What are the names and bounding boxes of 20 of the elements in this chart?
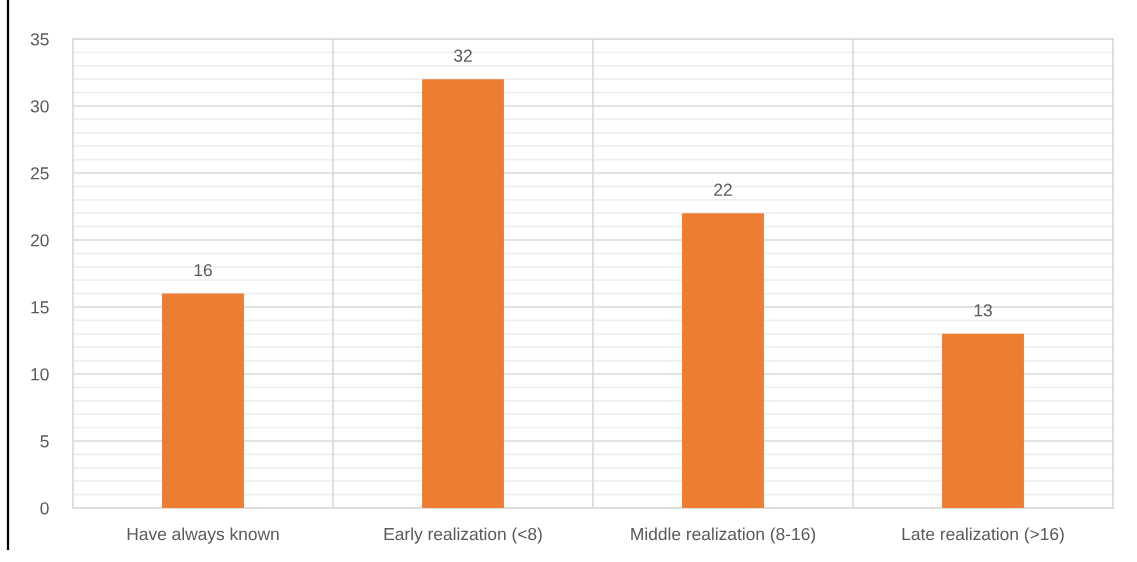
data-label: 16	[194, 263, 212, 277]
y-tick-label: 5	[40, 435, 49, 448]
data-label: 32	[454, 49, 472, 62]
bar	[422, 79, 504, 508]
y-tick-label: 30	[30, 100, 49, 113]
y-tick-label: 25	[30, 167, 49, 180]
y-tick-label: 10	[31, 368, 49, 381]
y-tick-label: 20	[30, 234, 49, 247]
x-tick-label: Middle realization (8-16)	[631, 527, 816, 544]
bar	[162, 293, 244, 508]
bar	[682, 213, 764, 508]
y-tick-label: 35	[30, 33, 49, 46]
y-tick-label: 0	[40, 502, 49, 515]
bar	[942, 333, 1024, 508]
data-label: 13	[974, 304, 992, 317]
x-tick-label: Early realization (<8)	[384, 527, 542, 544]
data-label: 22	[714, 183, 732, 196]
x-tick-label: Have always known	[127, 527, 279, 544]
x-tick-label: Late realization (>16)	[902, 527, 1064, 544]
y-tick-label: 15	[31, 301, 49, 314]
